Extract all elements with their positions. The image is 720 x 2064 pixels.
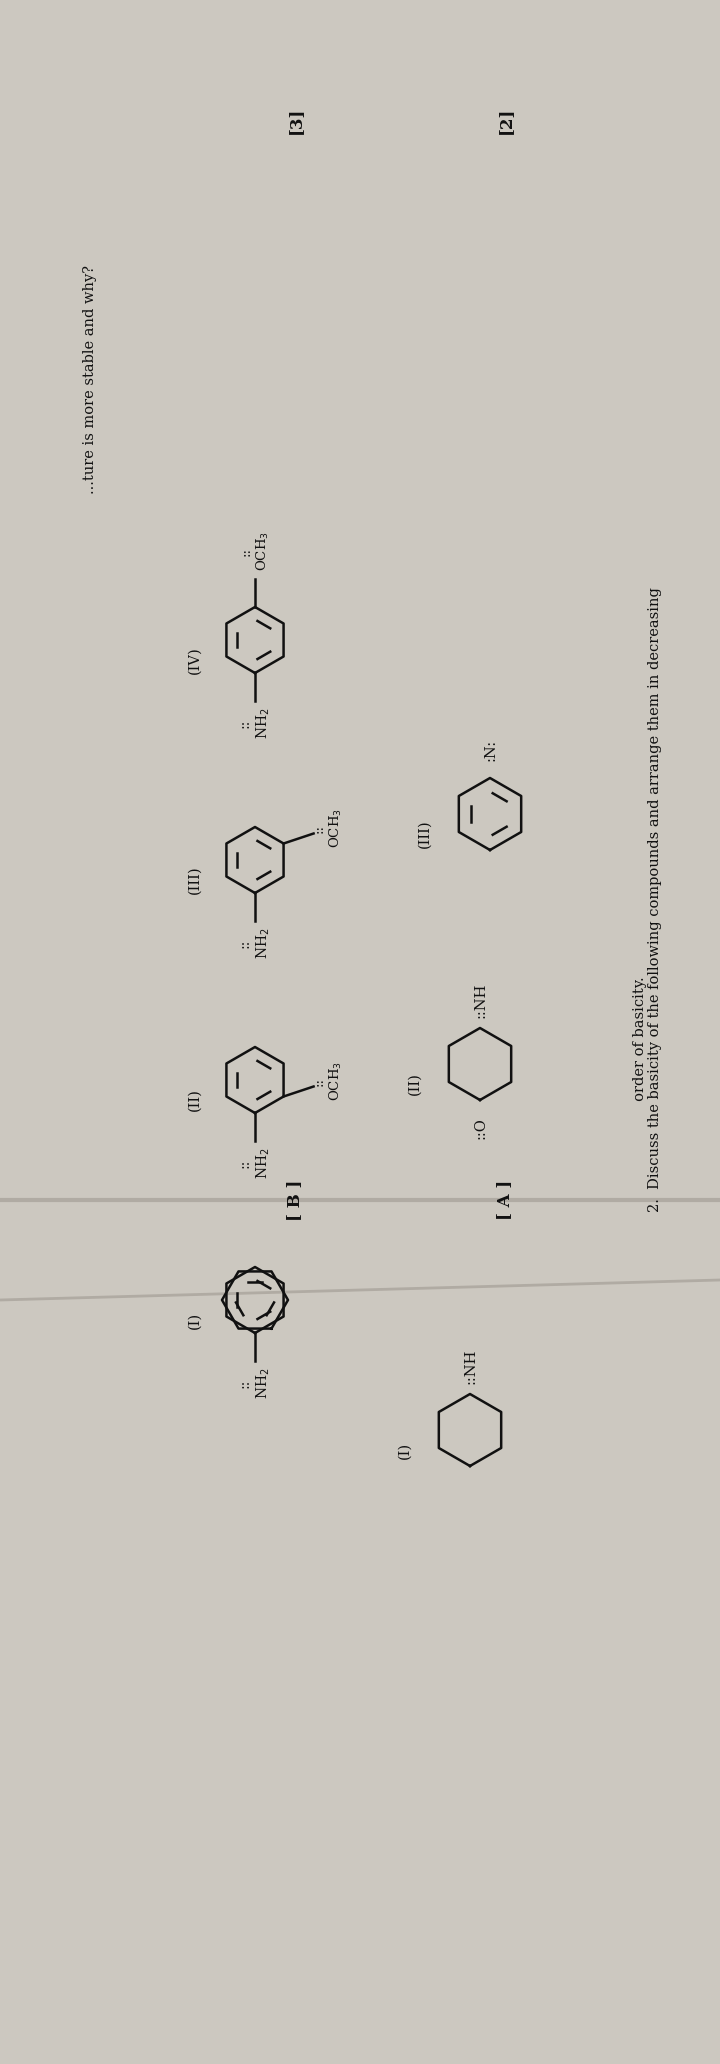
Text: ::
NH$_2$: :: NH$_2$ xyxy=(238,1148,272,1179)
Text: order of basicity.: order of basicity. xyxy=(633,976,647,1123)
Text: ::
NH$_2$: :: NH$_2$ xyxy=(238,927,272,960)
Text: (II): (II) xyxy=(188,1088,202,1110)
Text: 2.  Discuss the basicity of the following compounds and arrange them in decreasi: 2. Discuss the basicity of the following… xyxy=(648,588,662,1212)
Text: (IV): (IV) xyxy=(188,646,202,673)
Text: ::
NH$_2$: :: NH$_2$ xyxy=(238,1366,272,1399)
Text: [ A ]: [ A ] xyxy=(497,1181,513,1220)
Text: (II): (II) xyxy=(408,1073,422,1096)
Text: [3]: [3] xyxy=(287,107,304,134)
Text: (III): (III) xyxy=(188,865,202,894)
Text: [ B ]: [ B ] xyxy=(287,1179,304,1220)
Text: (III): (III) xyxy=(418,819,432,848)
Text: ::NH: ::NH xyxy=(473,982,487,1018)
Text: ...ture is more stable and why?: ...ture is more stable and why? xyxy=(83,266,97,495)
Text: [2]: [2] xyxy=(497,107,513,134)
Text: ::
OCH$_3$: :: OCH$_3$ xyxy=(239,530,271,572)
Text: ::O: ::O xyxy=(473,1117,487,1139)
Text: ::
NH$_2$: :: NH$_2$ xyxy=(238,708,272,739)
Text: (I): (I) xyxy=(398,1441,412,1459)
Text: (I): (I) xyxy=(188,1311,202,1329)
Text: ::
OCH$_3$: :: OCH$_3$ xyxy=(312,1061,344,1102)
Text: ::
OCH$_3$: :: OCH$_3$ xyxy=(312,809,344,848)
Text: :N:: :N: xyxy=(483,739,497,762)
Text: ::NH: ::NH xyxy=(463,1348,477,1383)
